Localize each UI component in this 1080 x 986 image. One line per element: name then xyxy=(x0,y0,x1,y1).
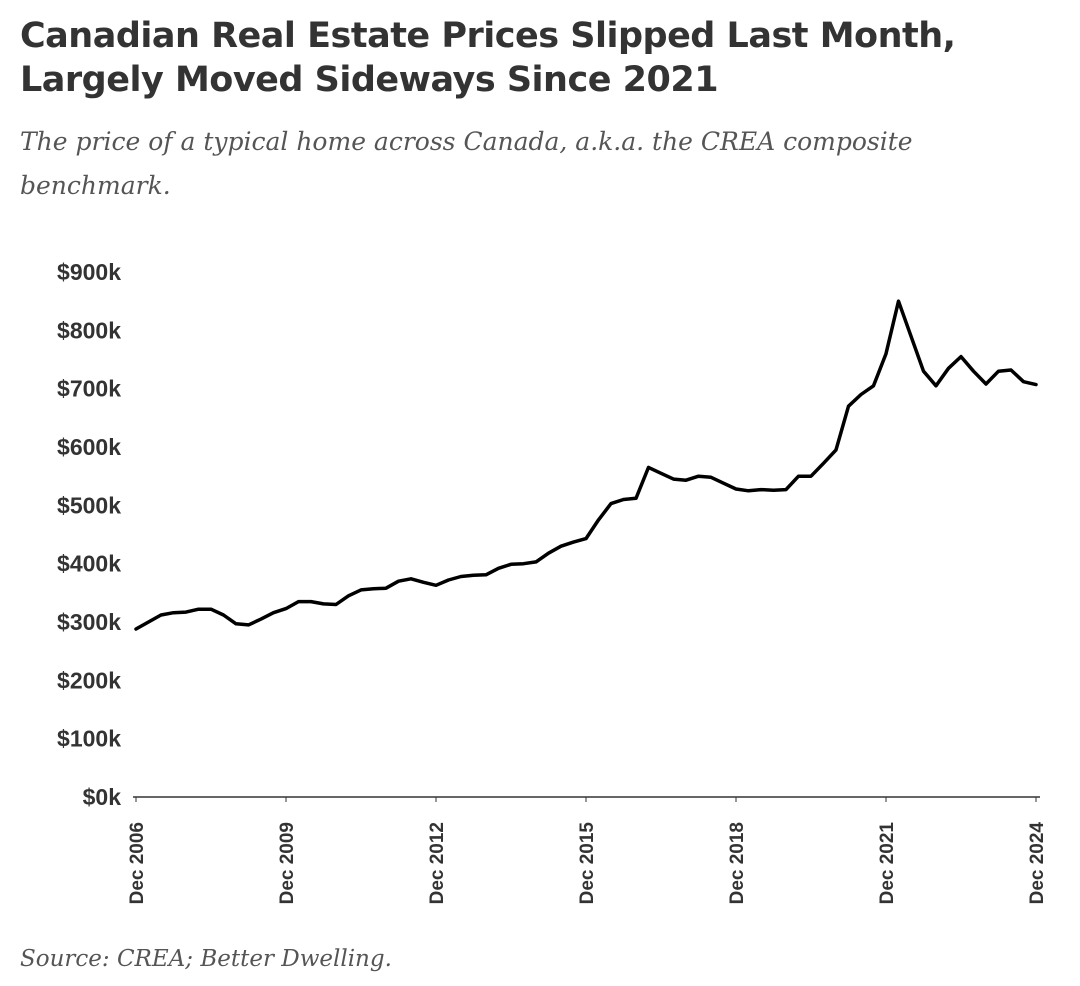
chart-title: Canadian Real Estate Prices Slipped Last… xyxy=(20,16,956,100)
x-tick-label: Dec 2021 xyxy=(877,822,898,905)
y-tick-label: $300k xyxy=(57,609,121,635)
y-tick-label: $200k xyxy=(57,667,121,693)
x-tick-label: Dec 2006 xyxy=(127,822,148,904)
y-tick-label: $100k xyxy=(57,726,121,752)
x-tick-label: Dec 2009 xyxy=(277,822,298,904)
price-line xyxy=(134,299,1038,631)
source-note: Source: CREA; Better Dwelling. xyxy=(20,946,392,972)
y-tick-label: $700k xyxy=(57,376,121,402)
x-tick-label: Dec 2015 xyxy=(577,822,598,905)
y-tick-label: $400k xyxy=(57,551,121,577)
y-tick-label: $500k xyxy=(57,492,121,518)
y-tick-label: $600k xyxy=(57,434,121,460)
y-tick-label: $800k xyxy=(57,317,121,343)
y-tick-label: $900k xyxy=(57,259,121,285)
x-tick-label: Dec 2012 xyxy=(427,822,448,904)
x-tick-label: Dec 2018 xyxy=(727,822,748,904)
chart-subtitle: The price of a typical home across Canad… xyxy=(20,127,913,200)
x-tick-label: Dec 2024 xyxy=(1027,822,1048,905)
y-tick-label: $0k xyxy=(83,784,122,810)
